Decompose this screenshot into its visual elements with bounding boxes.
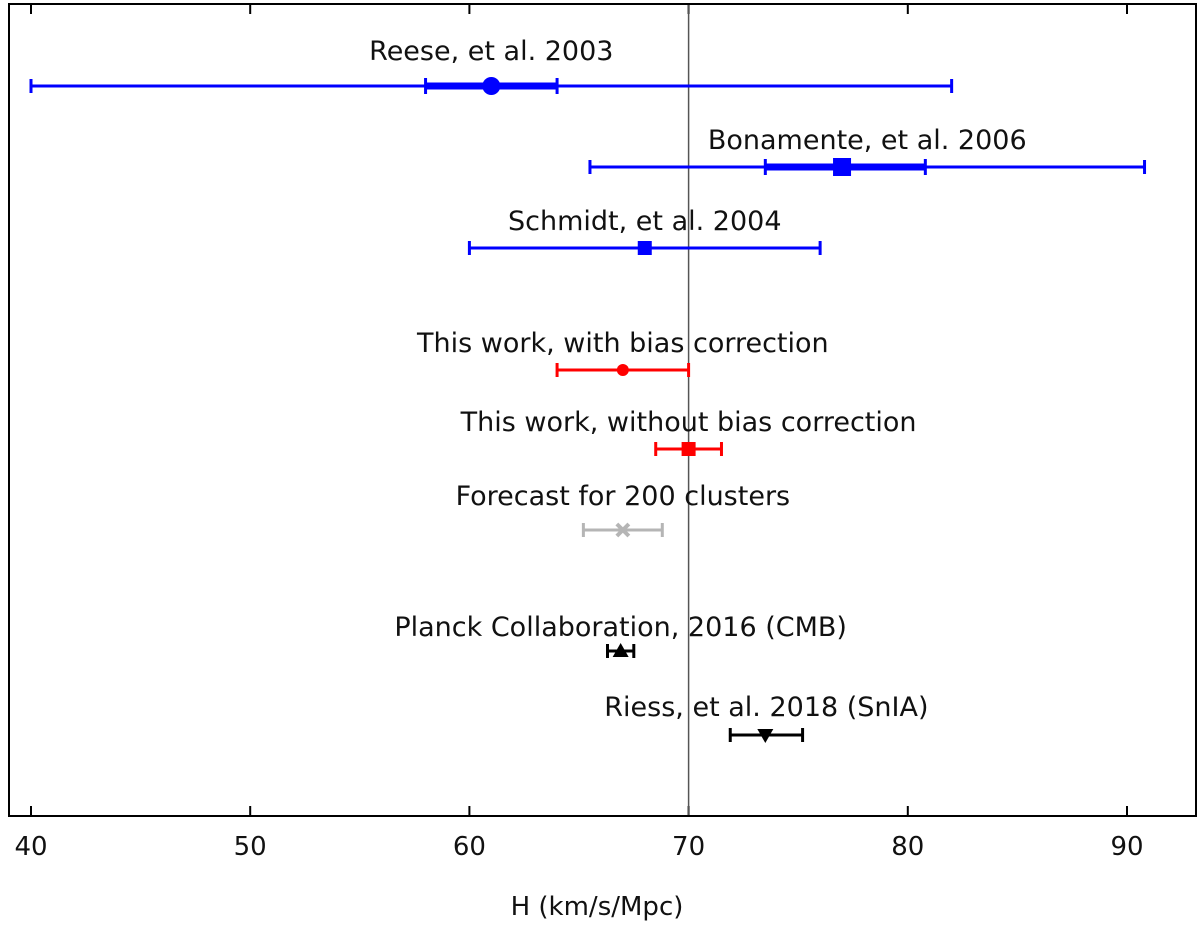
estimate-label: Forecast for 200 clusters [456, 481, 791, 512]
estimate: Reese, et al. 2003 [29, 36, 954, 95]
estimate: Schmidt, et al. 2004 [467, 206, 822, 255]
x-tick-label: 70 [672, 832, 705, 862]
estimate: Bonamente, et al. 2006 [588, 125, 1147, 176]
point-marker [833, 158, 852, 176]
plot-frame [8, 3, 1197, 817]
estimate-label: Riess, et al. 2018 (SnIA) [604, 692, 928, 723]
x-tick-label: 40 [14, 832, 47, 862]
point-marker [612, 643, 629, 657]
estimate-label: Reese, et al. 2003 [369, 36, 613, 67]
estimate-label: Planck Collaboration, 2016 (CMB) [394, 612, 847, 643]
x-tick-label: 60 [453, 832, 486, 862]
estimate: Riess, et al. 2018 (SnIA) [604, 692, 929, 743]
point-marker [615, 522, 631, 538]
x-axis-ticks: 40 50 60 70 80 90 [14, 5, 1144, 862]
x-tick-label: 80 [891, 832, 924, 862]
point-marker [681, 442, 696, 456]
x-tick-label: 50 [234, 832, 267, 862]
x-axis-label: H (km/s/Mpc) [511, 892, 684, 922]
point-marker [757, 729, 774, 743]
estimate: This work, with bias correction [416, 328, 829, 377]
point-marker [482, 77, 501, 95]
x-tick-label: 90 [1110, 832, 1143, 862]
estimate: This work, without bias correction [460, 407, 917, 456]
estimate: Forecast for 200 clusters [456, 481, 791, 538]
estimate-label: This work, without bias correction [460, 407, 917, 438]
estimate: Planck Collaboration, 2016 (CMB) [394, 612, 847, 658]
estimate-label: This work, with bias correction [416, 328, 829, 359]
point-marker [637, 241, 652, 255]
estimate-label: Bonamente, et al. 2006 [708, 125, 1027, 156]
estimates-group: Reese, et al. 2003 Bonamente, et al. 2006… [29, 36, 1147, 743]
estimate-label: Schmidt, et al. 2004 [508, 206, 782, 237]
point-marker [616, 364, 629, 376]
